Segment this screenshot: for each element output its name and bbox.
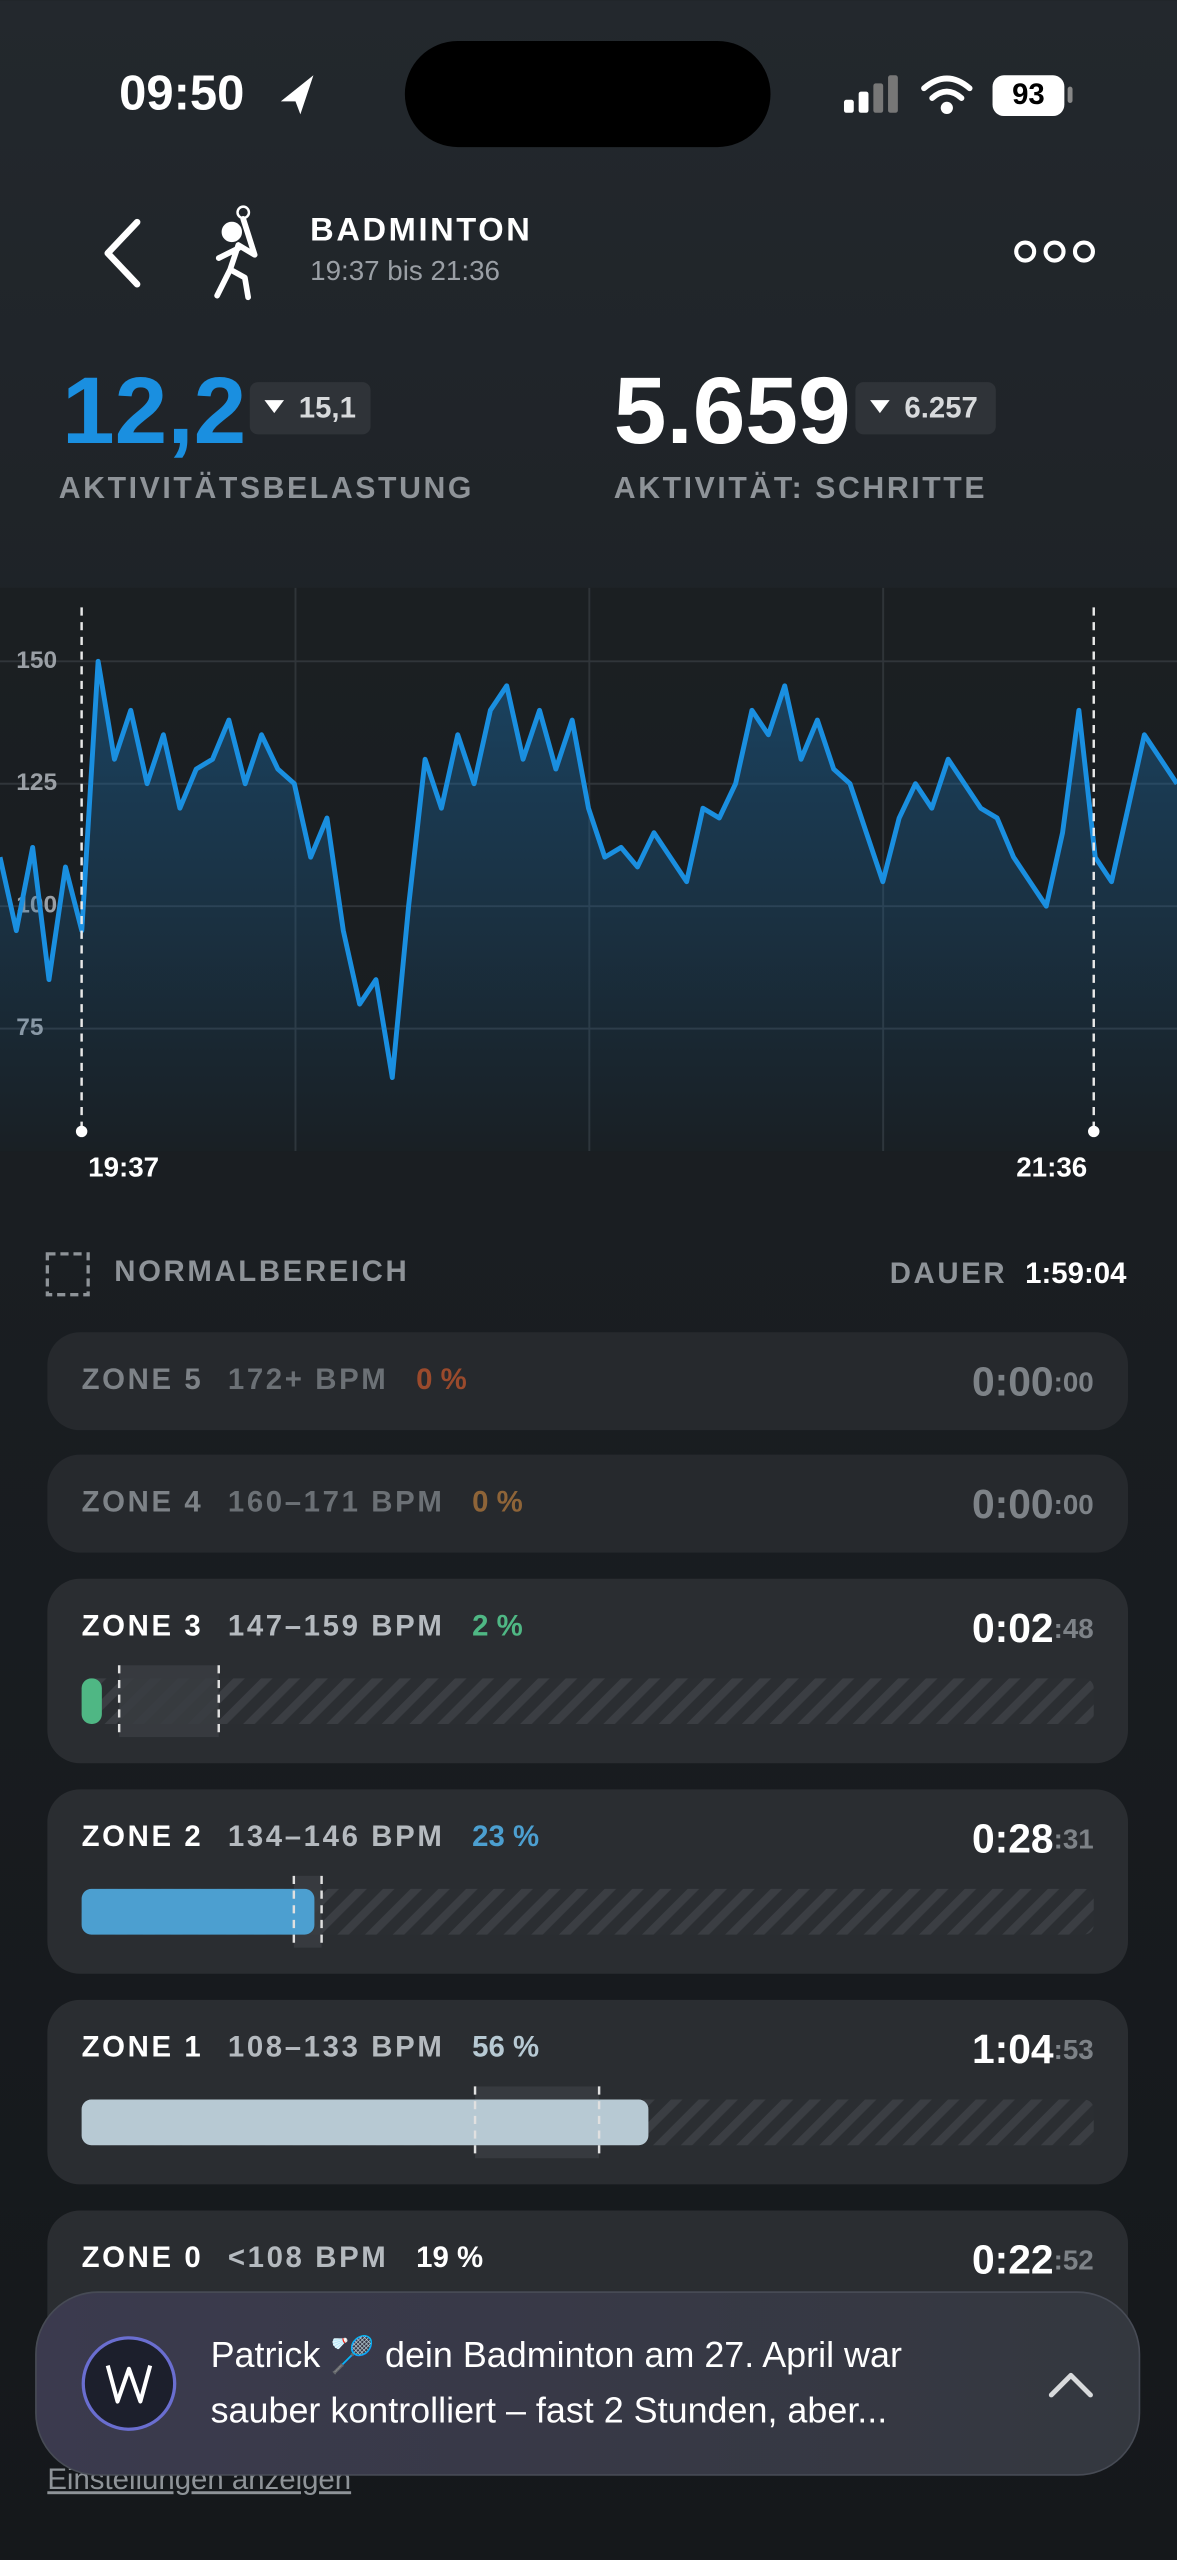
- assistant-logo: [105, 2365, 153, 2404]
- zone-bar: [81, 1678, 102, 1725]
- metric-label: AKTIVITÄT: SCHRITTE: [614, 472, 987, 505]
- zone-range: <108 BPM: [228, 2241, 388, 2274]
- duration-main: 0:00: [972, 1481, 1054, 1527]
- heart-rate-chart: 75100125150: [0, 587, 1177, 1152]
- duration-main: 0:22: [972, 2237, 1054, 2283]
- back-button[interactable]: [104, 218, 141, 288]
- zone-name: ZONE 4: [82, 1485, 204, 1518]
- end-marker: [1088, 1125, 1100, 1138]
- battery: [992, 75, 1065, 117]
- down-arrow: [264, 400, 285, 414]
- duration-main: 1:04: [972, 2026, 1054, 2072]
- duration-seconds: :00: [1054, 1489, 1094, 1520]
- duration-main: 0:28: [972, 1815, 1054, 1861]
- zone-range: 160–171 BPM: [228, 1485, 445, 1518]
- zone-name: ZONE 1: [82, 2031, 204, 2064]
- zone-bar: [81, 2099, 649, 2146]
- zone-range: 134–146 BPM: [228, 1820, 445, 1853]
- zone-card: [47, 1789, 1129, 1974]
- duration-seconds: :52: [1054, 2245, 1094, 2276]
- zone-duration: 0:22:52: [972, 2237, 1094, 2283]
- start-marker: [75, 1125, 88, 1138]
- zone-duration: 0:00:00: [972, 1481, 1094, 1527]
- expand-button[interactable]: [1048, 2372, 1093, 2398]
- normal-range-label: NORMALBEREICH: [114, 1255, 409, 1288]
- duration-seconds: :00: [1054, 1367, 1094, 1398]
- signal-icon: [843, 75, 898, 113]
- assistant-icon: [81, 2336, 177, 2431]
- metric-previous: 6.257: [904, 392, 978, 425]
- metric-previous: 15,1: [299, 392, 356, 425]
- zone-name: ZONE 3: [82, 1609, 204, 1642]
- zone-track: [81, 1678, 1094, 1725]
- zone-percent: 0 %: [416, 1363, 467, 1396]
- metric-badge: [855, 382, 996, 435]
- metric-value: 5.659: [614, 358, 851, 464]
- notification-text: sauber kontrolliert – fast 2 Stunden, ab…: [211, 2389, 888, 2430]
- y-tick-label: 150: [16, 647, 57, 674]
- zone-bar: [81, 1888, 315, 1935]
- zone-duration: 0:02:48: [972, 1605, 1094, 1651]
- battery-level: 93: [1012, 78, 1045, 111]
- metric-value: 12,2: [62, 358, 246, 464]
- zone-card: [47, 1332, 1129, 1431]
- more-button[interactable]: [1014, 240, 1095, 263]
- location-icon: [280, 75, 314, 115]
- duration-main: 0:00: [972, 1358, 1054, 1404]
- zone-card: [47, 1454, 1129, 1553]
- duration-seconds: :53: [1054, 2034, 1094, 2065]
- zone-percent: 23 %: [472, 1820, 539, 1853]
- zone-name: ZONE 5: [82, 1363, 204, 1396]
- metric-badge: [249, 382, 371, 435]
- zone-duration: 0:00:00: [972, 1358, 1094, 1404]
- normal-range-icon: [45, 1252, 90, 1297]
- sport-icon: [214, 205, 258, 301]
- activity-time: 19:37 bis 21:36: [310, 255, 500, 286]
- notification-card[interactable]: [35, 2291, 1141, 2476]
- heart-rate-line: [0, 658, 1177, 1081]
- y-tick-label: 125: [16, 769, 57, 796]
- notification-text: Patrick 🏸 dein Badminton am 27. April wa…: [211, 2332, 902, 2375]
- zone-track: [81, 1888, 1094, 1935]
- down-arrow: [870, 400, 890, 414]
- dynamic-island: [404, 40, 771, 148]
- zone-percent: 2 %: [472, 1609, 523, 1642]
- duration-main: 0:02: [972, 1605, 1054, 1651]
- duration-seconds: :48: [1054, 1613, 1094, 1644]
- zone-range: 172+ BPM: [228, 1363, 388, 1396]
- total-duration: 1:59:04: [1025, 1257, 1127, 1290]
- zone-percent: 56 %: [472, 2031, 539, 2064]
- battery-tip: [1067, 86, 1073, 103]
- notification[interactable]: Patrick 🏸 dein Badminton am 27. April wa…: [35, 2291, 1141, 2476]
- duration-seconds: :31: [1054, 1824, 1094, 1855]
- activity-title: BADMINTON: [310, 211, 532, 248]
- zone-percent: 0 %: [472, 1485, 523, 1518]
- clock: 09:50: [119, 66, 244, 120]
- zone-duration: 0:28:31: [972, 1815, 1094, 1861]
- metric-label: AKTIVITÄTSBELASTUNG: [59, 472, 474, 505]
- wifi-icon: [921, 75, 973, 115]
- end-time: 21:36: [1016, 1151, 1087, 1182]
- zone-name: ZONE 0: [82, 2241, 204, 2274]
- zone-range: 108–133 BPM: [228, 2031, 445, 2064]
- start-time: 19:37: [88, 1151, 159, 1182]
- zone-name: ZONE 2: [82, 1820, 204, 1853]
- normal-range-box: [119, 1665, 219, 1738]
- zone-duration: 1:04:53: [972, 2026, 1094, 2072]
- duration-label: DAUER: [890, 1257, 1008, 1290]
- zone-range: 147–159 BPM: [228, 1609, 445, 1642]
- zone-percent: 19 %: [416, 2241, 483, 2274]
